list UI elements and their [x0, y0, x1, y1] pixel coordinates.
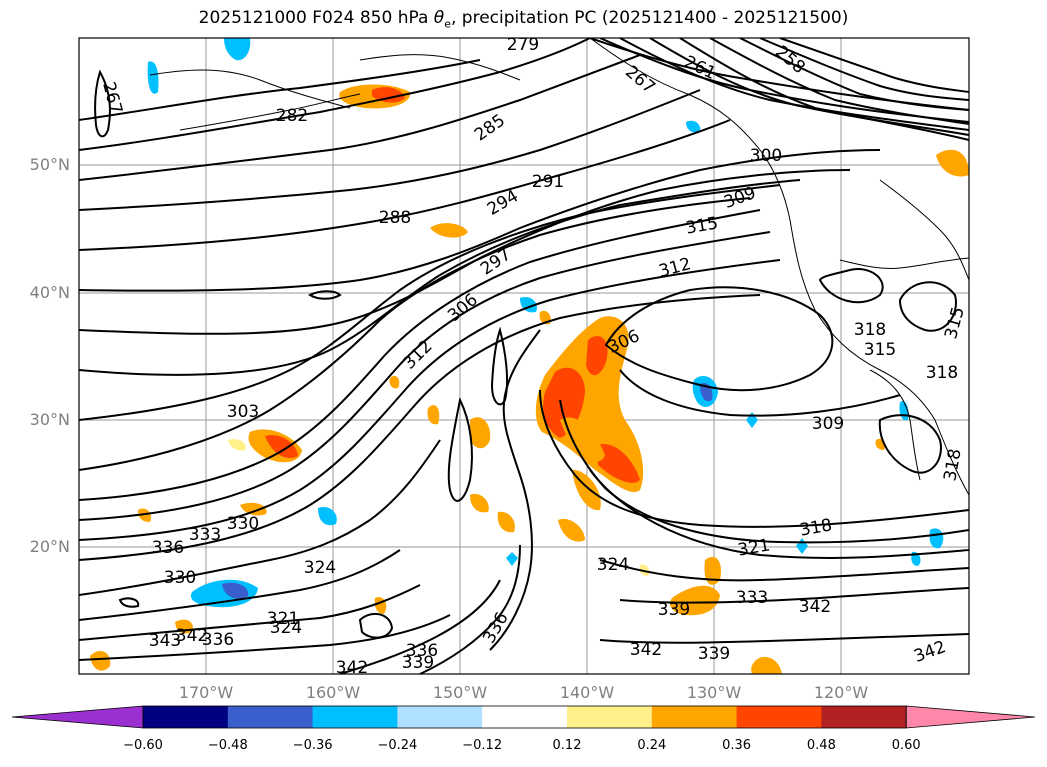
lat-label-50n: 50°N: [29, 155, 70, 174]
contour-label: 279: [507, 35, 539, 55]
colorbar-tick-label: −0.48: [207, 738, 248, 753]
lon-label-160w: 160°W: [305, 683, 361, 702]
lat-label-20n: 20°N: [29, 537, 70, 556]
contour-label: 294: [484, 186, 522, 220]
colorbar-segment: [567, 706, 653, 728]
colorbar-segment: [821, 706, 907, 728]
precip-positive-areas: [90, 84, 969, 674]
lon-label-120w: 120°W: [813, 683, 869, 702]
contour-label: 330: [164, 568, 196, 588]
colorbar-extend-high: [905, 705, 1036, 729]
contour-label: 321: [736, 535, 771, 560]
map-title: 2025121000 F024 850 hPa θe, precipitatio…: [198, 8, 849, 31]
colorbar: [11, 705, 1036, 729]
contour-label: 318: [940, 447, 965, 482]
colorbar-tick-label: 0.24: [637, 738, 667, 753]
contour-label: 285: [471, 111, 509, 146]
contour-label: 318: [798, 515, 833, 540]
contour-label: 333: [736, 588, 768, 608]
contour-label: 321: [267, 609, 299, 629]
colorbar-segment: [143, 706, 229, 728]
contour-label: 342: [911, 637, 948, 667]
contour-label: 339: [698, 644, 730, 664]
contour-label: 324: [304, 558, 336, 578]
contour-label: 336: [202, 630, 234, 650]
contour-label: 309: [812, 414, 844, 434]
contour-label: 342: [336, 658, 368, 678]
colorbar-tick-label: 0.60: [891, 738, 921, 753]
contour-label: 303: [227, 402, 259, 422]
colorbar-segment: [397, 706, 483, 728]
contour-label: 324: [270, 618, 302, 638]
colorbar-tick-label: −0.24: [377, 738, 418, 753]
contour-label: 342: [799, 597, 831, 617]
contour-label: 333: [189, 525, 221, 545]
colorbar-segment: [312, 706, 398, 728]
contour-label: 339: [402, 653, 434, 673]
contour-label: 342: [176, 626, 208, 646]
lon-label-170w: 170°W: [178, 683, 234, 702]
colorbar-tick-label: 0.48: [806, 738, 836, 753]
contour-label: 267: [98, 80, 126, 117]
theta-e-contours: [79, 38, 969, 674]
colorbar-extend-low: [11, 705, 144, 729]
colorbar-tick-label: −0.36: [292, 738, 333, 753]
contour-label: 330: [227, 514, 259, 534]
map-frame: [78, 37, 970, 675]
coastlines: [149, 38, 969, 496]
contour-label: 282: [276, 106, 308, 126]
colorbar-tick-label: −0.60: [123, 738, 163, 753]
lat-label-30n: 30°N: [29, 410, 70, 429]
contour-label: 315: [941, 305, 969, 342]
contour-label: 318: [854, 320, 886, 340]
lon-label-130w: 130°W: [686, 683, 742, 702]
colorbar-tick-label: 0.36: [722, 738, 752, 753]
contour-label: 324: [597, 555, 629, 575]
contour-label: 318: [926, 363, 958, 383]
colorbar-segment: [482, 706, 568, 728]
contour-label: 300: [750, 146, 782, 166]
lon-label-140w: 140°W: [559, 683, 615, 702]
contour-label: 343: [149, 631, 181, 651]
lat-label-40n: 40°N: [29, 283, 70, 302]
colorbar-frame: [142, 705, 907, 729]
contour-label: 342: [630, 640, 662, 660]
contour-label: 261: [681, 52, 719, 84]
gridlines: [79, 38, 969, 674]
contour-label: 288: [379, 208, 411, 228]
contour-label: 291: [532, 172, 564, 192]
contour-label: 267: [621, 62, 659, 98]
contour-label: 336: [152, 538, 184, 558]
contour-label: 297: [477, 245, 515, 280]
colorbar-segment: [227, 706, 314, 728]
colorbar-tick-label: 0.12: [552, 738, 582, 753]
colorbar-tick-label: −0.12: [462, 738, 503, 753]
contour-label: 315: [864, 340, 896, 360]
colorbar-segment: [736, 706, 822, 728]
lon-label-150w: 150°W: [432, 683, 488, 702]
contour-label: 336: [406, 641, 438, 661]
colorbar-segment: [651, 706, 738, 728]
contour-label: 312: [657, 254, 694, 282]
contour-label: 312: [399, 336, 436, 373]
contour-label: 339: [658, 600, 690, 620]
